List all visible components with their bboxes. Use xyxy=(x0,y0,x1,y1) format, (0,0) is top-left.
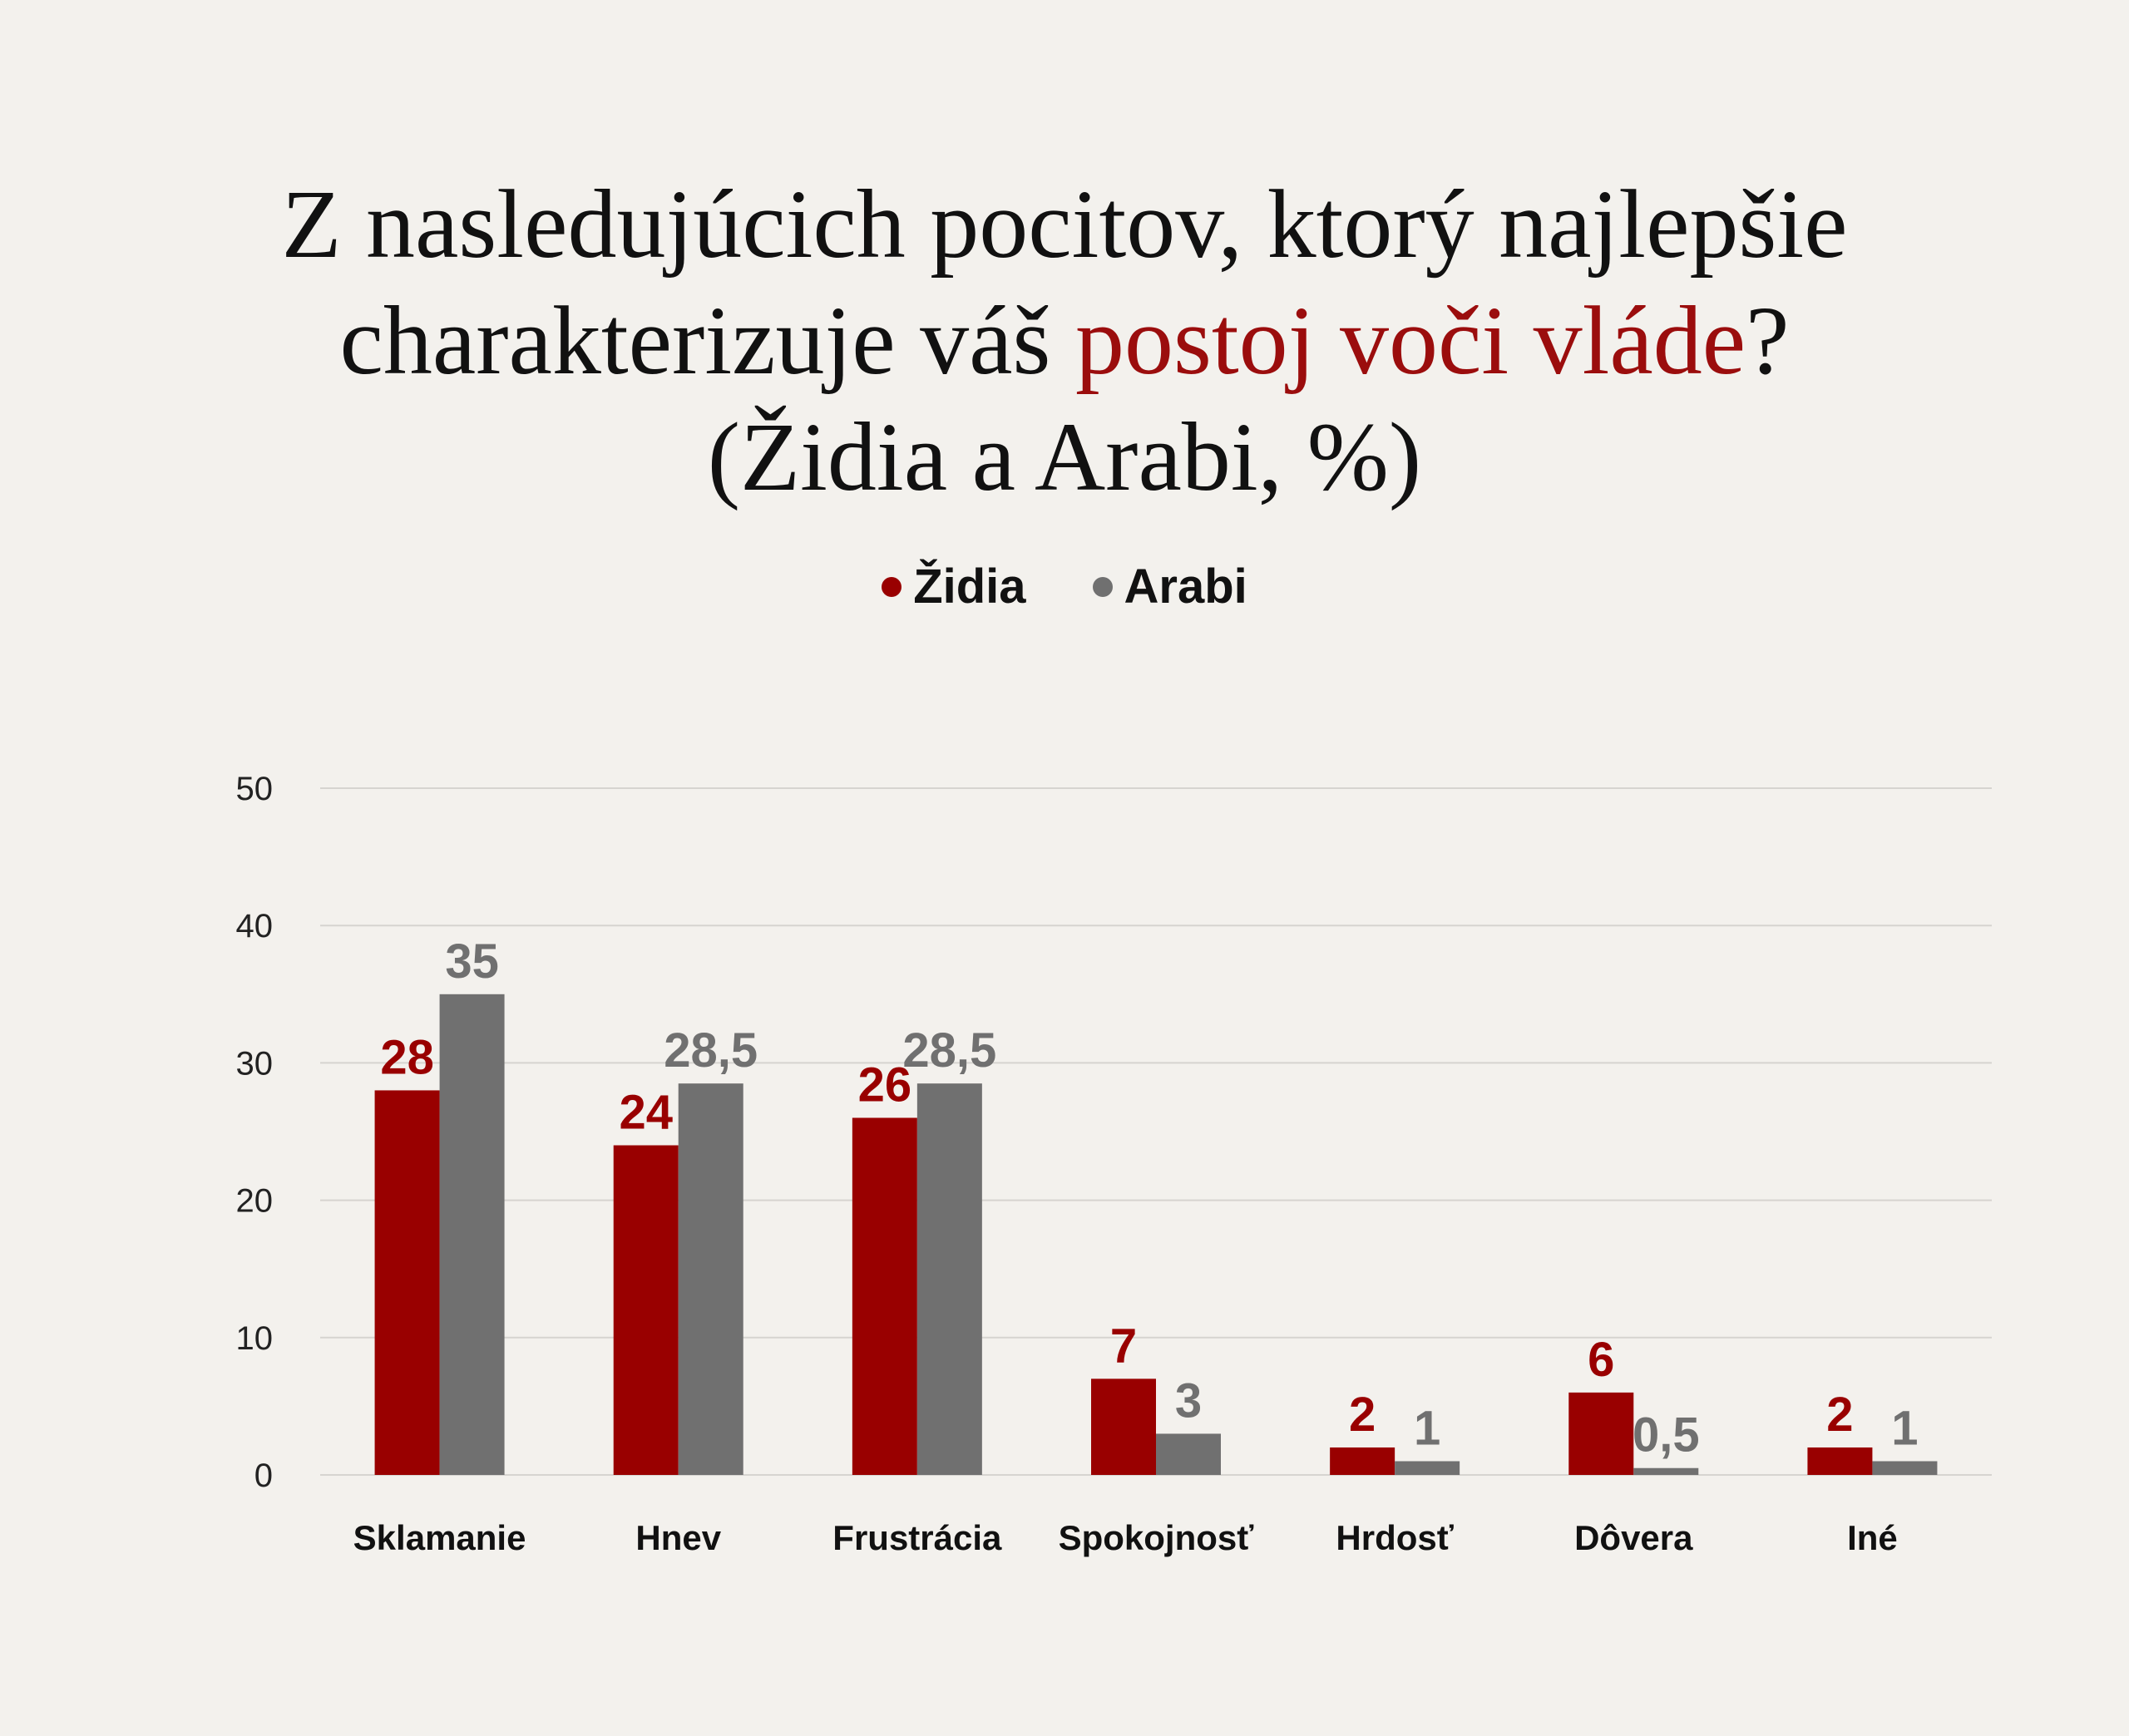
data-label-zidia: 2 xyxy=(1826,1388,1853,1442)
data-label-arabi: 1 xyxy=(1414,1401,1440,1455)
bar-zidia xyxy=(613,1145,679,1475)
x-category-label: Hrdosť xyxy=(1336,1518,1454,1557)
bar-arabi xyxy=(1633,1467,1699,1475)
y-tick-label: 0 xyxy=(254,1457,273,1494)
bar-zidia xyxy=(1091,1378,1156,1475)
bar-arabi xyxy=(916,1083,982,1475)
legend-label-arabi: Arabi xyxy=(1124,560,1247,614)
data-label-zidia: 6 xyxy=(1588,1333,1614,1387)
chart-legend: Židia Arabi xyxy=(0,559,2129,614)
chart-title: Z nasledujúcich pocitov, ktorý najlepšie… xyxy=(0,166,2129,515)
title-line-2: charakterizuje váš postoj voči vláde? xyxy=(0,283,2129,399)
y-tick-label: 10 xyxy=(236,1320,274,1357)
y-tick-label: 40 xyxy=(236,908,274,944)
x-category-label: Spokojnosť xyxy=(1059,1518,1255,1557)
bar-arabi xyxy=(439,994,505,1475)
x-category-label: Iné xyxy=(1847,1518,1898,1557)
data-label-arabi: 35 xyxy=(445,935,499,989)
bar-arabi xyxy=(1395,1461,1460,1475)
title-line-1: Z nasledujúcich pocitov, ktorý najlepšie xyxy=(281,170,1848,279)
bar-zidia xyxy=(1330,1447,1395,1475)
bar-zidia xyxy=(1568,1392,1634,1475)
bar-zidia xyxy=(1807,1447,1873,1475)
x-category-label: Frustrácia xyxy=(832,1518,1002,1557)
legend-item-arabi: Arabi xyxy=(1092,559,1247,614)
bar-zidia xyxy=(852,1117,917,1475)
legend-marker-zidia xyxy=(882,576,902,597)
data-label-zidia: 28 xyxy=(380,1030,434,1084)
x-category-label: Dôvera xyxy=(1574,1518,1693,1557)
bar-arabi xyxy=(1872,1461,1938,1475)
data-label-arabi: 0,5 xyxy=(1633,1408,1700,1462)
title-line-2-prefix: charakterizuje váš xyxy=(339,286,1075,395)
data-label-zidia: 7 xyxy=(1110,1319,1137,1373)
legend-item-zidia: Židia xyxy=(882,559,1026,614)
legend-label-zidia: Židia xyxy=(913,560,1026,614)
data-label-arabi: 28,5 xyxy=(902,1023,996,1078)
data-label-arabi: 1 xyxy=(1891,1401,1918,1455)
data-label-arabi: 28,5 xyxy=(664,1023,758,1078)
data-label-zidia: 26 xyxy=(858,1058,912,1112)
y-tick-label: 30 xyxy=(236,1045,274,1082)
title-highlight: postoj voči vláde xyxy=(1074,286,1746,395)
y-tick-label: 50 xyxy=(236,771,274,807)
y-tick-label: 20 xyxy=(236,1183,274,1220)
x-category-label: Sklamanie xyxy=(353,1518,526,1557)
bar-arabi xyxy=(678,1083,743,1475)
bar-arabi xyxy=(1156,1433,1221,1475)
legend-marker-arabi xyxy=(1092,576,1113,597)
title-line-2-suffix: ? xyxy=(1746,286,1790,395)
data-label-zidia: 24 xyxy=(619,1086,673,1140)
bar-zidia xyxy=(374,1090,440,1475)
data-label-zidia: 2 xyxy=(1349,1388,1376,1442)
title-line-3: (Židia a Arabi, %) xyxy=(707,402,1422,511)
x-category-label: Hnev xyxy=(635,1518,721,1557)
data-label-arabi: 3 xyxy=(1175,1374,1202,1428)
